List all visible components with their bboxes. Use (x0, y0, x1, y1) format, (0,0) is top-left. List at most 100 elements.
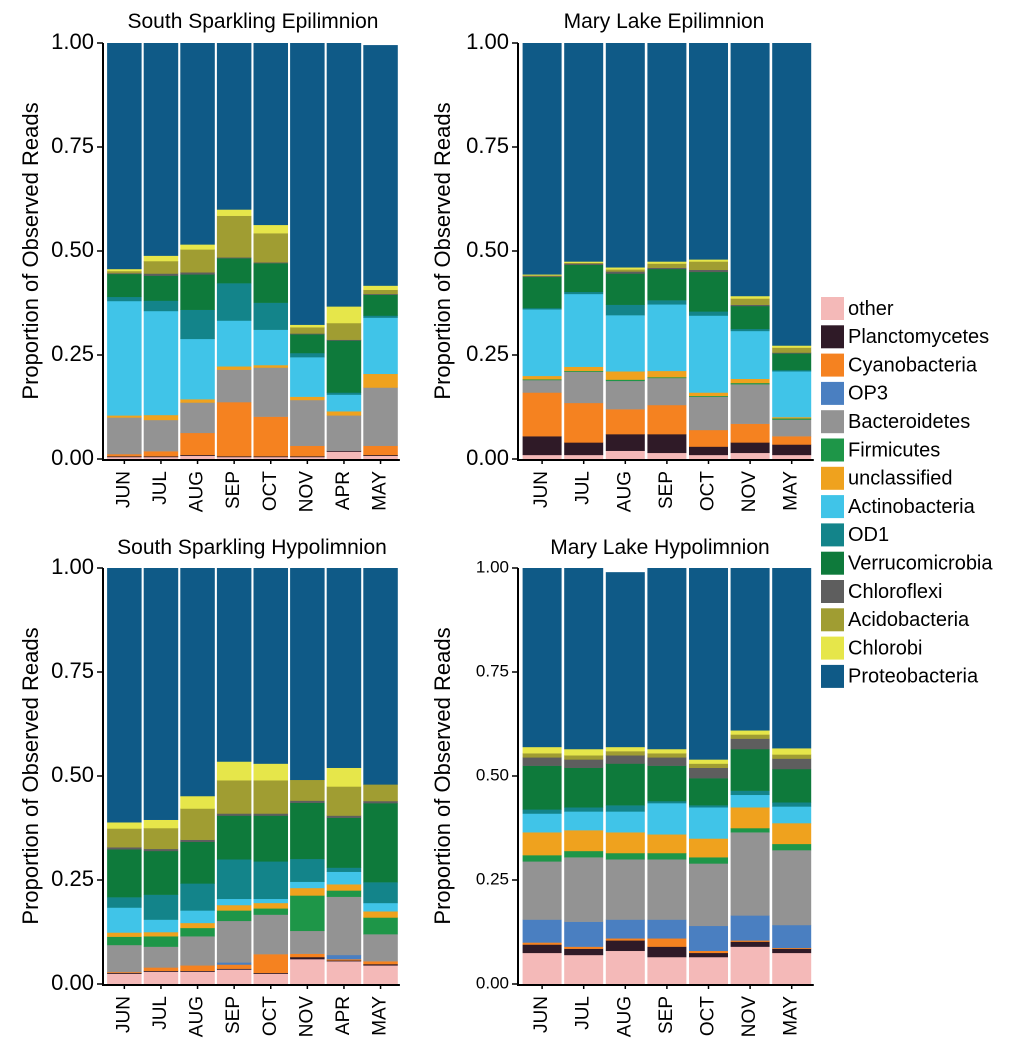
bar-segment (326, 451, 362, 460)
bar-segment (143, 850, 179, 895)
bar-segment (180, 249, 215, 273)
x-tick-label: JUL (573, 471, 594, 505)
chart-panel-3: JUN JUL AUG SEP OCT NOV APR MAY 0.00 0.25 0.50 0.75… (18, 536, 400, 1037)
bar-segment (772, 748, 812, 755)
bar-segment (647, 452, 687, 460)
bar-segment (253, 43, 288, 226)
legend-item: Actinobacteria (821, 495, 976, 519)
legend-label: Firmicutes (848, 439, 940, 461)
bar-segment (180, 970, 215, 972)
bar-segment (605, 572, 645, 748)
bar-segment (326, 340, 362, 393)
legend-item: Firmicutes (821, 438, 940, 462)
bar-segment (180, 399, 215, 403)
bar-segment (143, 456, 179, 460)
bar-segment (689, 269, 728, 273)
bar-segment (647, 753, 687, 758)
bar-segment (689, 315, 728, 393)
bar-segment (522, 757, 562, 766)
bar-segment (730, 442, 770, 454)
bar-segment (326, 815, 362, 818)
x-tick-label: JUN (113, 471, 134, 508)
bar-segment (253, 898, 288, 904)
bar-segment (363, 800, 398, 804)
bar-segment (363, 45, 398, 286)
x-tick-label: JUL (150, 471, 171, 505)
bar-segment (180, 936, 215, 966)
bar-segment (107, 849, 142, 898)
bar-segment (647, 370, 687, 378)
bar-segment (689, 446, 728, 456)
bar-segment (689, 863, 728, 927)
x-tick-label: NOV (739, 996, 760, 1038)
bar-segment (363, 445, 398, 456)
bar-segment (522, 379, 562, 393)
bar-segment (647, 956, 687, 985)
bar-segment (689, 261, 728, 271)
x-tick-label: AUG (187, 996, 208, 1037)
legend-swatch (821, 381, 844, 405)
bar-segment (647, 404, 687, 435)
bar-segment (605, 763, 645, 806)
bar-segment (216, 283, 252, 321)
bar-segment (564, 830, 604, 852)
bar-segment (522, 375, 562, 380)
bar-segment (730, 384, 770, 424)
x-tick-label: SEP (656, 996, 677, 1034)
bar-segment (772, 758, 812, 770)
bar-segment (689, 392, 728, 397)
x-tick-label: APR (333, 996, 354, 1035)
legend-item: Acidobacteria (821, 608, 970, 632)
bar-segment (772, 568, 812, 749)
bar-segment (180, 910, 215, 924)
bar-segment (772, 924, 812, 949)
bar-segment (605, 267, 645, 270)
bar-segment (107, 415, 142, 418)
bar-segment (772, 352, 812, 354)
bar-segment (605, 434, 645, 451)
bar-segment (253, 224, 288, 234)
bar-segment (689, 271, 728, 312)
bar-segment (564, 402, 604, 443)
bar-segment (564, 850, 604, 858)
chart-panel-4: JUN JUL AUG SEP OCT NOV MAY 0.00 0.25 0.50 0.75 1.0… (430, 536, 814, 1037)
legend-label: OP3 (848, 383, 888, 405)
bar-segment (180, 965, 215, 971)
bar-segment (772, 947, 812, 949)
bar-segment (522, 454, 562, 460)
bar-segment (290, 881, 325, 889)
bar-segment (326, 415, 362, 451)
x-tick-label: AUG (614, 996, 635, 1037)
bar-segment (605, 379, 645, 382)
bar-segment (143, 43, 179, 256)
bar-segment (253, 954, 288, 974)
bar-segment (253, 908, 288, 915)
bar-segment (180, 927, 215, 937)
bar-segment (730, 730, 770, 735)
bar-segment (605, 269, 645, 272)
bar-segment (522, 861, 562, 920)
bar-segment (647, 938, 687, 947)
bar-segment (363, 882, 398, 904)
bar-segment (107, 897, 142, 908)
bar-segment (730, 328, 770, 332)
bar-segment (180, 971, 215, 985)
bar-segment (522, 307, 562, 310)
bar-segment (290, 456, 325, 460)
legend-item: other (821, 297, 894, 320)
bar-segment (216, 904, 252, 911)
bar-segment (689, 454, 728, 460)
bar-segment (326, 43, 362, 307)
bar-segment (772, 43, 812, 346)
bar-segment (107, 273, 142, 275)
bar-segment (689, 759, 728, 764)
y-axis-label: Proportion of Observed Reads (430, 102, 455, 399)
bar-segment (689, 857, 728, 864)
legend-label: Actinobacteria (848, 496, 976, 518)
bar-segment (522, 942, 562, 945)
bar-segment (326, 767, 362, 787)
bar-segment (363, 285, 398, 290)
bar-segment (605, 409, 645, 435)
legend-item: OD1 (821, 523, 889, 547)
bar-segment (564, 767, 604, 808)
